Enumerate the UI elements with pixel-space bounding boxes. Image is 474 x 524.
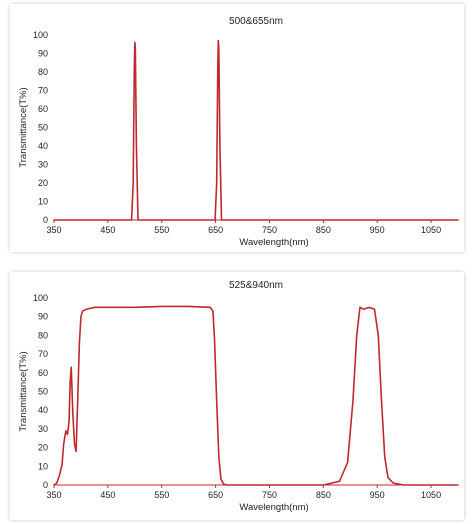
x-tick-label: 550 <box>154 490 169 500</box>
y-tick-label: 10 <box>38 197 48 207</box>
x-tick-label: 750 <box>262 490 277 500</box>
chart-panel-500-655: 500&655nm 0 10 20 30 40 50 60 70 80 90 100 350 450 550… <box>10 4 464 252</box>
transmittance-curve <box>53 39 459 221</box>
y-tick-label: 80 <box>38 330 48 340</box>
y-tick-label: 70 <box>38 349 48 359</box>
y-tick-label: 100 <box>33 30 48 40</box>
chart-title: 500&655nm <box>229 16 283 27</box>
x-tick-label: 350 <box>46 490 61 500</box>
x-tick-label: 650 <box>208 225 223 235</box>
x-tick-label: 1050 <box>421 490 441 500</box>
x-tick-label: 650 <box>208 490 223 500</box>
y-axis-label: Transmittance(T%) <box>18 87 29 167</box>
y-tick-label: 20 <box>38 443 48 453</box>
transmittance-curve <box>53 305 459 486</box>
y-tick-label: 90 <box>38 49 48 59</box>
y-tick-label: 50 <box>38 123 48 133</box>
y-tick-label: 30 <box>38 424 48 434</box>
x-tick-label: 750 <box>262 225 277 235</box>
x-tick-label: 850 <box>316 490 331 500</box>
chart-525-940: 525&940nm 0 10 20 30 40 50 60 70 80 90 100 350 450 550… <box>18 280 459 513</box>
x-axis-label: Wavelength(nm) <box>239 502 308 513</box>
y-tick-label: 40 <box>38 405 48 415</box>
x-tick-label: 950 <box>370 225 385 235</box>
y-tick-label: 50 <box>38 387 48 397</box>
y-tick-label: 0 <box>43 480 48 490</box>
y-tick-label: 10 <box>38 461 48 471</box>
y-tick-label: 90 <box>38 312 48 322</box>
chart-500-655: 500&655nm 0 10 20 30 40 50 60 70 80 90 100 350 450 550… <box>18 16 459 248</box>
y-tick-label: 20 <box>38 178 48 188</box>
y-tick-label: 0 <box>43 215 48 225</box>
x-tick-label: 850 <box>316 225 331 235</box>
y-tick-label: 60 <box>38 368 48 378</box>
x-tick-label: 450 <box>100 490 115 500</box>
y-tick-label: 80 <box>38 67 48 77</box>
chart-panel-525-940: 525&940nm 0 10 20 30 40 50 60 70 80 90 100 350 450 550… <box>10 272 464 520</box>
y-tick-label: 60 <box>38 104 48 114</box>
y-tick-label: 100 <box>33 293 48 303</box>
chart-title: 525&940nm <box>229 280 283 291</box>
y-tick-label: 30 <box>38 160 48 170</box>
x-axis-label: Wavelength(nm) <box>239 237 308 248</box>
x-tick-label: 550 <box>154 225 169 235</box>
x-tick-label: 1050 <box>421 225 441 235</box>
x-tick-label: 350 <box>46 225 61 235</box>
y-tick-label: 40 <box>38 141 48 151</box>
x-tick-label: 450 <box>100 225 115 235</box>
x-tick-label: 950 <box>370 490 385 500</box>
y-axis-label: Transmittance(T%) <box>18 351 29 431</box>
y-tick-label: 70 <box>38 86 48 96</box>
